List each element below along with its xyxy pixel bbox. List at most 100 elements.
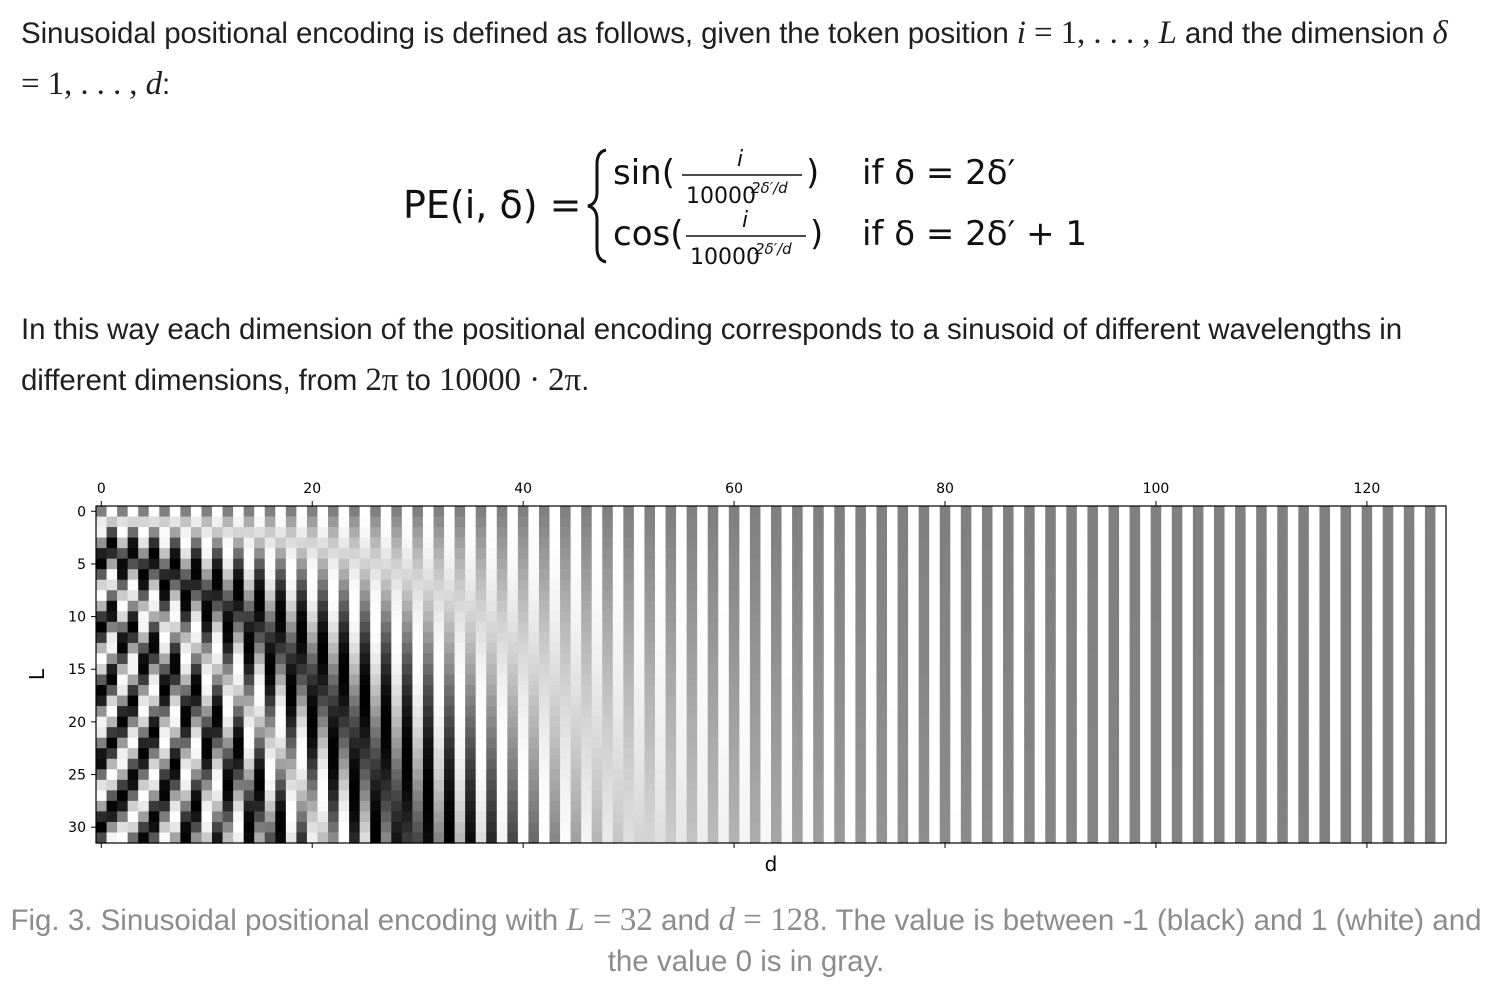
heatmap-cell xyxy=(1393,653,1405,665)
heatmap-cell xyxy=(190,527,203,539)
heatmap-cell xyxy=(781,569,793,581)
heatmap-cell xyxy=(359,737,371,749)
heatmap-cell xyxy=(1150,527,1162,539)
heatmap-cell xyxy=(201,600,213,612)
heatmap-cell xyxy=(570,748,582,760)
heatmap-cell xyxy=(992,685,1004,697)
heatmap-cell xyxy=(633,779,646,791)
heatmap-cell xyxy=(939,506,951,518)
heatmap-cell xyxy=(802,663,814,676)
heatmap-cell xyxy=(1066,685,1078,697)
heatmap-cell xyxy=(1213,779,1226,791)
heatmap-cell xyxy=(117,779,129,791)
heatmap-cell xyxy=(1203,558,1215,570)
heatmap-cell xyxy=(96,537,108,549)
heatmap-cell xyxy=(1329,685,1342,697)
heatmap-cell xyxy=(1097,642,1110,655)
heatmap-cell xyxy=(1266,569,1278,581)
heatmap-cell xyxy=(1076,632,1089,644)
heatmap-cell xyxy=(1203,527,1215,539)
heatmap-cell xyxy=(496,758,508,770)
heatmap-cell xyxy=(1087,706,1099,718)
heatmap-cell xyxy=(212,779,224,791)
heatmap-cell xyxy=(454,632,466,644)
heatmap-cell xyxy=(401,727,414,739)
heatmap-cell xyxy=(380,800,392,813)
heatmap-cell xyxy=(855,527,867,539)
heatmap-cell xyxy=(422,527,435,539)
heatmap-cell xyxy=(802,800,814,813)
heatmap-cell xyxy=(254,632,266,644)
heatmap-cell xyxy=(855,758,867,770)
heatmap-cell xyxy=(496,600,508,612)
heatmap-cell xyxy=(233,621,245,633)
heatmap-cell xyxy=(1266,558,1278,570)
heatmap-cell xyxy=(1435,706,1447,718)
heatmap-cell xyxy=(1076,737,1089,749)
heatmap-cell xyxy=(771,537,783,549)
heatmap-cell xyxy=(454,769,466,781)
heatmap-cell xyxy=(349,706,361,718)
heatmap-cell xyxy=(1424,516,1437,528)
heatmap-cell xyxy=(1192,558,1205,570)
heatmap-cell xyxy=(1182,748,1194,760)
heatmap-cell xyxy=(844,600,856,612)
heatmap-cell xyxy=(412,790,424,802)
heatmap-cell xyxy=(813,579,825,591)
heatmap-cell xyxy=(728,516,740,528)
heatmap-cell xyxy=(412,590,424,602)
heatmap-cell xyxy=(380,706,392,718)
heatmap-cell xyxy=(1340,779,1352,791)
heatmap-cell xyxy=(771,516,783,528)
heatmap-cell xyxy=(760,663,772,676)
heatmap-cell xyxy=(823,800,835,813)
heatmap-cell xyxy=(1435,590,1447,602)
heatmap-cell xyxy=(454,548,466,560)
heatmap-cell xyxy=(1245,663,1257,676)
heatmap-cell xyxy=(454,590,466,602)
heatmap-cell xyxy=(887,579,899,591)
heatmap-cell xyxy=(1066,642,1078,655)
heatmap-cell xyxy=(1119,569,1131,581)
heatmap-cell xyxy=(212,674,224,686)
heatmap-cell xyxy=(718,727,730,739)
heatmap-cell xyxy=(254,590,266,602)
heatmap-cell xyxy=(517,590,530,602)
heatmap-cell xyxy=(908,832,920,844)
heatmap-cell xyxy=(1192,727,1205,739)
heatmap-cell xyxy=(739,674,751,686)
heatmap-cell xyxy=(560,727,572,739)
heatmap-cell xyxy=(665,737,677,749)
heatmap-cell xyxy=(486,811,498,823)
heatmap-cell xyxy=(1076,716,1089,728)
heatmap-cell xyxy=(401,527,414,539)
heatmap-cell xyxy=(328,685,340,697)
heatmap-cell xyxy=(992,758,1004,770)
heatmap-cell xyxy=(1013,779,1025,791)
heatmap-cell xyxy=(1435,779,1447,791)
heatmap-cell xyxy=(148,558,160,570)
heatmap-cell xyxy=(1182,558,1194,570)
heatmap-cell xyxy=(190,737,203,749)
heatmap-cell xyxy=(549,706,561,718)
heatmap-cell xyxy=(676,832,688,844)
heatmap-cell xyxy=(570,758,582,770)
heatmap-cell xyxy=(1119,590,1131,602)
heatmap-cell xyxy=(718,685,730,697)
heatmap-cell xyxy=(570,674,582,686)
heatmap-cell xyxy=(1340,706,1352,718)
heatmap-cell xyxy=(918,579,930,591)
math-i: i xyxy=(1016,15,1026,51)
heatmap-cell xyxy=(570,632,582,644)
heatmap-cell xyxy=(760,674,772,686)
heatmap-cell xyxy=(317,537,329,549)
heatmap-cell xyxy=(1161,716,1173,728)
heatmap-cell xyxy=(359,569,371,581)
heatmap-cell xyxy=(180,737,192,749)
heatmap-cell xyxy=(159,590,171,602)
heatmap-cell xyxy=(697,632,709,644)
heatmap-cell xyxy=(792,758,804,770)
heatmap-cell xyxy=(981,779,994,791)
heatmap-cell xyxy=(317,800,329,813)
heatmap-cell xyxy=(697,790,709,802)
